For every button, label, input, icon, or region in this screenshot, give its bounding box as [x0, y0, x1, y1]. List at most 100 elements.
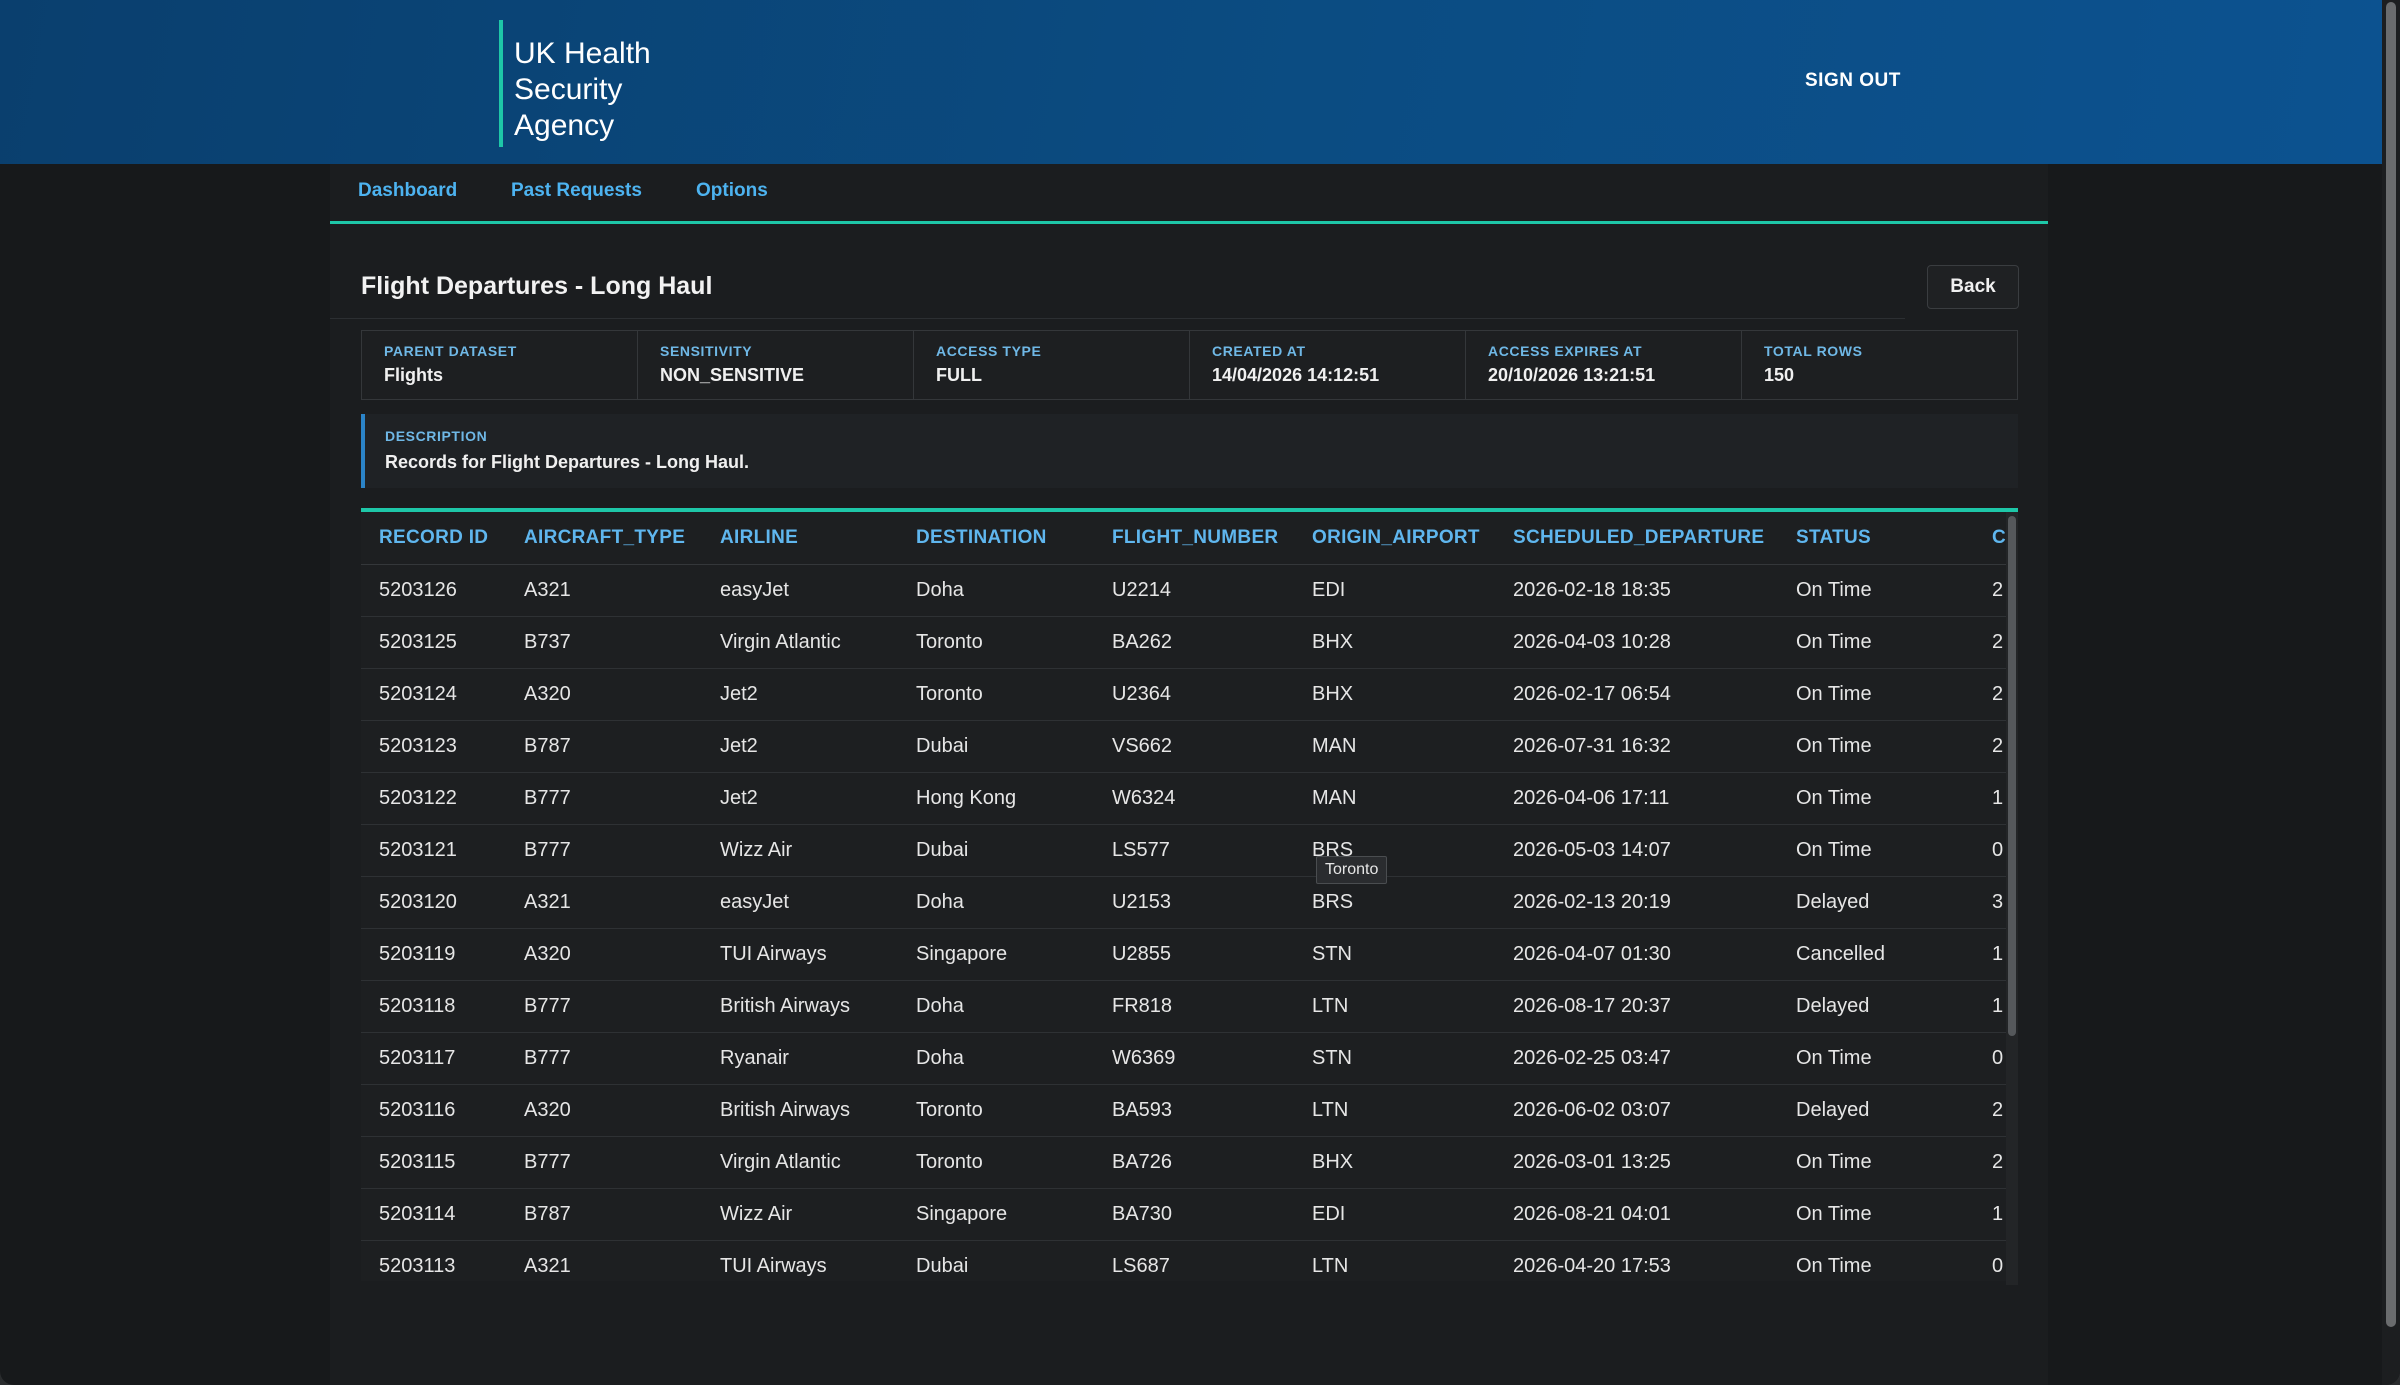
table-cell: STN — [1294, 1032, 1495, 1085]
column-header[interactable]: ORIGIN_AIRPORT — [1294, 512, 1495, 565]
tab-past-requests[interactable]: Past Requests — [511, 180, 642, 201]
table-cell: EDI — [1294, 564, 1495, 617]
table-cell: 2026-02-17 06:54 — [1495, 668, 1778, 721]
meta-sensitivity: SENSITIVITY NON_SENSITIVE — [638, 331, 914, 399]
data-table-container[interactable]: RECORD ID AIRCRAFT_TYPE AIRLINE DESTINATION… — [361, 508, 2018, 1281]
table-row[interactable]: 5203119 A320 TUI Airways Singapore U2855 STN 2… — [361, 928, 2018, 981]
scrollbar-thumb[interactable] — [2008, 516, 2016, 1036]
meta-value: 20/10/2026 13:21:51 — [1488, 365, 1656, 385]
tab-options[interactable]: Options — [696, 180, 768, 201]
table-row[interactable]: 5203116 A320 British Airways Toronto BA593 LT… — [361, 1084, 2018, 1137]
table-cell: 2026-03-01 13:25 — [1495, 1136, 1778, 1189]
table-cell: 5203120 — [361, 876, 506, 929]
table-cell: Dubai — [898, 720, 1094, 773]
column-header[interactable]: FLIGHT_NUMBER — [1094, 512, 1294, 565]
table-cell: Singapore — [898, 1188, 1094, 1241]
table-cell: British Airways — [702, 980, 898, 1033]
table-row[interactable]: 5203120 A321 easyJet Doha U2153 BRS 2026-02-13… — [361, 876, 2018, 929]
table-cell: U2214 — [1094, 564, 1294, 617]
column-header[interactable]: STATUS — [1778, 512, 1974, 565]
table-cell: Jet2 — [702, 720, 898, 773]
scrollbar-thumb[interactable] — [2386, 2, 2396, 1327]
table-row[interactable]: 5203125 B737 Virgin Atlantic Toronto BA262 BH… — [361, 616, 2018, 669]
table-cell: Virgin Atlantic — [702, 616, 898, 669]
meta-parent-dataset: PARENT DATASET Flights — [362, 331, 638, 399]
meta-label: PARENT DATASET — [384, 343, 517, 359]
table-cell: B737 — [506, 616, 702, 669]
table-cell: B787 — [506, 720, 702, 773]
table-cell: VS662 — [1094, 720, 1294, 773]
table-cell: 2026-06-02 03:07 — [1495, 1084, 1778, 1137]
table-cell: Toronto — [898, 668, 1094, 721]
table-row[interactable]: 5203114 B787 Wizz Air Singapore BA730 EDI 2026… — [361, 1188, 2018, 1241]
table-cell: LS577 — [1094, 824, 1294, 877]
column-header[interactable]: SCHEDULED_DEPARTURE — [1495, 512, 1778, 565]
meta-created-at: CREATED AT 14/04/2026 14:12:51 — [1190, 331, 1466, 399]
tab-dashboard[interactable]: Dashboard — [358, 180, 458, 201]
table-cell: BA262 — [1094, 616, 1294, 669]
table-cell: Delayed — [1778, 876, 1974, 929]
description-text: Records for Flight Departures - Long Hau… — [385, 452, 750, 472]
table-row[interactable]: 5203118 B777 British Airways Doha FR818 LTN 20… — [361, 980, 2018, 1033]
meta-access-type: ACCESS TYPE FULL — [914, 331, 1190, 399]
table-cell: A321 — [506, 564, 702, 617]
table-row[interactable]: 5203121 B777 Wizz Air Dubai LS577 BRS 2026-05-… — [361, 824, 2018, 877]
table-cell: BHX — [1294, 1136, 1495, 1189]
table-cell: On Time — [1778, 1240, 1974, 1281]
back-button[interactable]: Back — [1927, 265, 2019, 309]
data-table: RECORD ID AIRCRAFT_TYPE AIRLINE DESTINATION… — [361, 512, 2018, 1281]
table-cell: LTN — [1294, 1240, 1495, 1281]
meta-total-rows: TOTAL ROWS 150 — [1742, 331, 2017, 399]
table-cell: On Time — [1778, 772, 1974, 825]
table-cell: Wizz Air — [702, 1188, 898, 1241]
table-row[interactable]: 5203123 B787 Jet2 Dubai VS662 MAN 2026-07-31 1… — [361, 720, 2018, 773]
table-cell: 5203126 — [361, 564, 506, 617]
column-header[interactable]: AIRCRAFT_TYPE — [506, 512, 702, 565]
table-cell: A321 — [506, 876, 702, 929]
table-cell: 5203125 — [361, 616, 506, 669]
table-cell: A321 — [506, 1240, 702, 1281]
table-cell: 5203124 — [361, 668, 506, 721]
table-vertical-scrollbar[interactable] — [2006, 512, 2018, 1285]
table-row[interactable]: 5203124 A320 Jet2 Toronto U2364 BHX 2026-02-17… — [361, 668, 2018, 721]
table-cell: BA730 — [1094, 1188, 1294, 1241]
agency-logo[interactable]: UK Health Security Agency — [514, 36, 734, 144]
table-cell: A320 — [506, 1084, 702, 1137]
table-cell: B777 — [506, 980, 702, 1033]
meta-label: ACCESS TYPE — [936, 343, 1042, 359]
table-cell: Doha — [898, 564, 1094, 617]
column-header[interactable]: AIRLINE — [702, 512, 898, 565]
table-cell: TUI Airways — [702, 928, 898, 981]
column-header[interactable]: RECORD ID — [361, 512, 506, 565]
table-row[interactable]: 5203122 B777 Jet2 Hong Kong W6324 MAN 2026-04-… — [361, 772, 2018, 825]
table-cell: MAN — [1294, 720, 1495, 773]
meta-label: CREATED AT — [1212, 343, 1306, 359]
table-row[interactable]: 5203115 B777 Virgin Atlantic Toronto BA726 BH… — [361, 1136, 2018, 1189]
sign-out-button[interactable]: SIGN OUT — [1805, 70, 1901, 91]
meta-access-expires-at: ACCESS EXPIRES AT 20/10/2026 13:21:51 — [1466, 331, 1742, 399]
logo-line: Security — [514, 73, 623, 106]
table-row[interactable]: 5203113 A321 TUI Airways Dubai LS687 LTN 2026-… — [361, 1240, 2018, 1281]
table-row[interactable]: 5203126 A321 easyJet Doha U2214 EDI 2026-02-18… — [361, 564, 2018, 617]
table-cell: Dubai — [898, 1240, 1094, 1281]
meta-label: ACCESS EXPIRES AT — [1488, 343, 1643, 359]
page-scrollbar[interactable] — [2382, 0, 2400, 1385]
page-title: Flight Departures - Long Haul — [361, 272, 713, 300]
table-cell: B777 — [506, 824, 702, 877]
table-cell: 5203113 — [361, 1240, 506, 1281]
column-header[interactable]: DESTINATION — [898, 512, 1094, 565]
table-cell: Dubai — [898, 824, 1094, 877]
table-cell: B777 — [506, 1136, 702, 1189]
table-cell: On Time — [1778, 668, 1974, 721]
table-cell: W6324 — [1094, 772, 1294, 825]
table-cell: 5203122 — [361, 772, 506, 825]
table-cell: On Time — [1778, 616, 1974, 669]
table-cell: B777 — [506, 772, 702, 825]
table-row[interactable]: 5203117 B777 Ryanair Doha W6369 STN 2026-02-25… — [361, 1032, 2018, 1085]
logo-line: Agency — [514, 109, 615, 142]
table-cell: 2026-08-17 20:37 — [1495, 980, 1778, 1033]
meta-value: 150 — [1764, 365, 1795, 385]
table-cell: British Airways — [702, 1084, 898, 1137]
table-cell: 5203123 — [361, 720, 506, 773]
